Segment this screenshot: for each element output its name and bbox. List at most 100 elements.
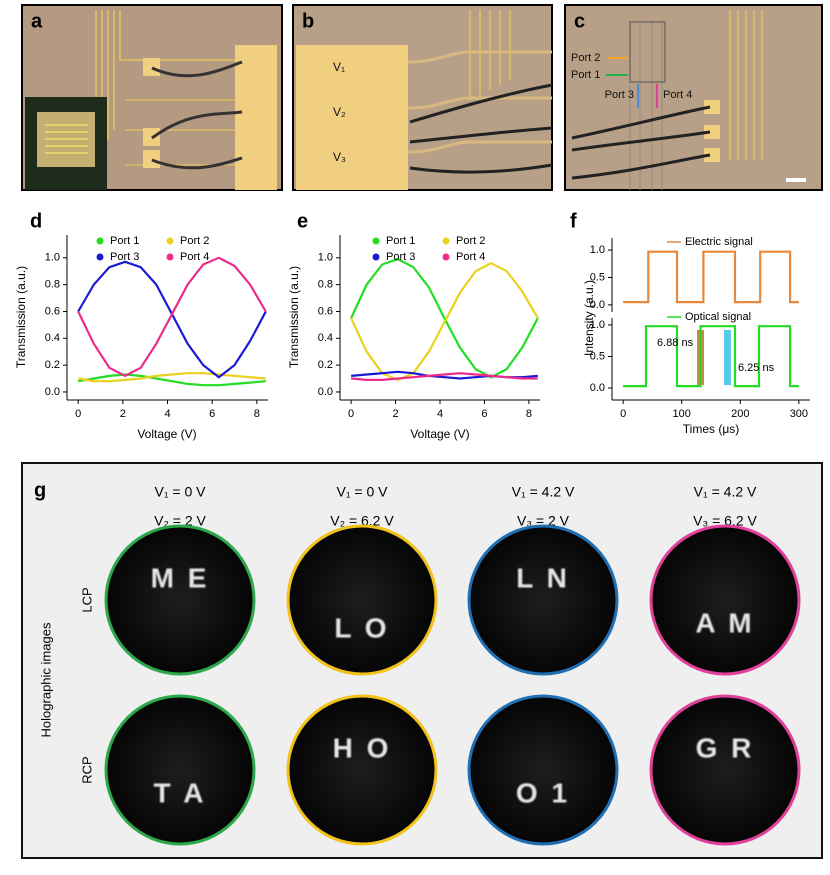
series-line bbox=[351, 372, 538, 381]
hologram bbox=[649, 694, 801, 846]
x-tick-label: 8 bbox=[526, 408, 532, 420]
y-tick-label: 0.0 bbox=[590, 299, 605, 311]
y-axis-label: Transmission (a.u.) bbox=[14, 266, 28, 368]
legend-marker bbox=[372, 237, 380, 245]
hologram-text: L N bbox=[516, 562, 570, 593]
y-axis-label: Intensity (a.u.) bbox=[582, 280, 596, 356]
legend-label: Port 2 bbox=[456, 235, 485, 247]
port-label: Port 1 bbox=[571, 69, 600, 81]
hologram-text: T A bbox=[153, 777, 206, 808]
chart: 0.0 0.5 1.0 0 100 200 300 Times (μs) Optical sig… bbox=[590, 311, 810, 436]
condition-label: V₁ = 0 V bbox=[336, 484, 388, 500]
condition-label: V₁ = 0 V bbox=[154, 484, 206, 500]
condition-label: V₁ = 4.2 V bbox=[694, 484, 757, 500]
port-label: Port 4 bbox=[663, 89, 692, 101]
chart: 0.0 0.2 0.4 0.6 0.8 1.0 0 2 4 6 8 Transmission (a.u… bbox=[14, 210, 268, 441]
voltage-label: V₂ bbox=[333, 105, 346, 119]
y-tick-label: 0.4 bbox=[45, 332, 60, 344]
x-axis-label: Times (μs) bbox=[683, 422, 739, 436]
annotation: 6.88 ns bbox=[657, 337, 694, 349]
panel-label: e bbox=[297, 210, 308, 232]
series-line bbox=[623, 250, 799, 304]
hologram-text: L O bbox=[334, 612, 389, 643]
legend-marker bbox=[96, 237, 104, 245]
panel-label: a bbox=[31, 10, 43, 32]
hologram bbox=[286, 694, 438, 846]
hologram bbox=[104, 524, 256, 676]
legend-label: Port 4 bbox=[180, 251, 209, 263]
y-tick-label: 1.0 bbox=[45, 252, 60, 264]
series-line bbox=[350, 257, 539, 379]
row-label: LCP bbox=[79, 587, 94, 612]
y-tick-label: 0.4 bbox=[318, 332, 333, 344]
legend-label: Port 1 bbox=[110, 235, 139, 247]
y-tick-label: 0.6 bbox=[318, 305, 333, 317]
x-tick-label: 0 bbox=[348, 408, 354, 420]
port-label: Port 3 bbox=[605, 89, 634, 101]
x-tick-label: 6 bbox=[209, 408, 215, 420]
legend-label: Port 3 bbox=[110, 251, 139, 263]
hologram-text: H O bbox=[333, 732, 392, 763]
hologram bbox=[467, 694, 619, 846]
rotated-label: Holographic images bbox=[38, 622, 53, 737]
x-tick-label: 8 bbox=[254, 408, 260, 420]
y-tick-label: 1.0 bbox=[590, 244, 605, 256]
row-label: RCP bbox=[79, 756, 94, 783]
x-axis-label: Voltage (V) bbox=[410, 427, 469, 441]
legend-label: Electric signal bbox=[685, 236, 753, 248]
y-tick-label: 0.0 bbox=[45, 386, 60, 398]
chart: 0.0 0.2 0.4 0.6 0.8 1.0 0 2 4 6 8 Transmission (a.u… bbox=[287, 210, 540, 441]
condition-label: V₂ = 2 V bbox=[154, 513, 206, 529]
y-tick-label: 0.5 bbox=[590, 350, 605, 362]
legend-marker bbox=[442, 253, 450, 261]
voltage-label: V₁ bbox=[333, 60, 345, 74]
legend-label: Port 1 bbox=[386, 235, 415, 247]
hologram-text: M E bbox=[151, 562, 210, 593]
hologram bbox=[104, 694, 256, 846]
x-tick-label: 0 bbox=[75, 408, 81, 420]
condition-label: V₁ = 4.2 V bbox=[512, 484, 575, 500]
legend-marker bbox=[166, 237, 174, 245]
x-tick-label: 6 bbox=[481, 408, 487, 420]
panel-label: c bbox=[574, 10, 585, 32]
x-tick-label: 0 bbox=[620, 408, 626, 420]
condition-label: V₃ = 2 V bbox=[517, 513, 570, 529]
legend-label: Optical signal bbox=[685, 311, 751, 323]
hologram bbox=[286, 524, 438, 676]
x-tick-label: 4 bbox=[437, 408, 443, 420]
y-tick-label: 0.6 bbox=[45, 305, 60, 317]
x-tick-label: 2 bbox=[120, 408, 126, 420]
series-line bbox=[623, 325, 799, 388]
fall-marker bbox=[724, 330, 731, 385]
voltage-label: V₃ bbox=[333, 150, 346, 164]
y-tick-label: 0.8 bbox=[318, 279, 333, 291]
legend-label: Port 4 bbox=[456, 251, 485, 263]
series-line bbox=[77, 256, 267, 378]
legend-marker bbox=[442, 237, 450, 245]
port-label: Port 2 bbox=[571, 52, 600, 64]
legend-label: Port 3 bbox=[386, 251, 415, 263]
y-tick-label: 0.5 bbox=[590, 271, 605, 283]
y-tick-label: 0.2 bbox=[318, 359, 333, 371]
photo-b bbox=[292, 4, 553, 191]
condition-label: V₃ = 6.2 V bbox=[693, 513, 757, 529]
x-tick-label: 2 bbox=[392, 408, 398, 420]
panel-label: g bbox=[34, 479, 46, 501]
y-tick-label: 0.8 bbox=[45, 279, 60, 291]
series-line bbox=[78, 373, 266, 387]
hologram-text: O 1 bbox=[516, 777, 570, 808]
photo-c bbox=[564, 4, 823, 191]
series-line bbox=[350, 261, 539, 382]
legend-marker bbox=[96, 253, 104, 261]
y-tick-label: 0.0 bbox=[590, 382, 605, 394]
panel-label: d bbox=[30, 210, 42, 232]
y-tick-label: 1.0 bbox=[590, 319, 605, 331]
x-tick-label: 300 bbox=[790, 408, 808, 420]
y-tick-label: 0.2 bbox=[45, 359, 60, 371]
legend-marker bbox=[166, 253, 174, 261]
panel-label: b bbox=[302, 10, 314, 32]
hologram-text: G R bbox=[696, 732, 755, 763]
x-tick-label: 100 bbox=[673, 408, 691, 420]
